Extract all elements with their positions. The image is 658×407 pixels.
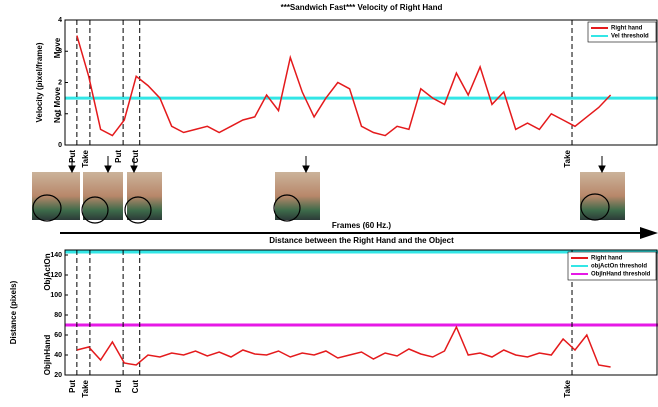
event-label: Put bbox=[114, 380, 123, 393]
y-tick-label: 140 bbox=[50, 252, 62, 259]
y-tick-label: 100 bbox=[50, 292, 62, 299]
y-tick-label: 2 bbox=[58, 79, 62, 86]
y-tick-label: 3 bbox=[58, 48, 62, 55]
event-label: Take bbox=[81, 379, 90, 397]
frame-arrow-head bbox=[131, 166, 137, 172]
y-axis-label: Distance (pixels) bbox=[9, 280, 18, 344]
legend-label: Vel threshold bbox=[611, 34, 649, 40]
event-label: Take bbox=[81, 149, 90, 167]
event-label: Put bbox=[68, 380, 77, 393]
frame-image bbox=[32, 172, 80, 220]
event-label: Cut bbox=[131, 380, 140, 394]
x-axis-label: Frames (60 Hz.) bbox=[332, 221, 391, 230]
event-label: Put bbox=[114, 150, 123, 163]
frame-arrow-head bbox=[599, 166, 605, 172]
y-tick-label: 80 bbox=[54, 312, 62, 319]
y-tick-label: 0 bbox=[58, 142, 62, 149]
region-label: ObjInHand bbox=[43, 335, 52, 376]
chart-title: ***Sandwich Fast*** Velocity of Right Ha… bbox=[281, 3, 443, 12]
y-tick-label: 60 bbox=[54, 332, 62, 339]
y-tick-label: 4 bbox=[58, 17, 62, 24]
data-line bbox=[77, 327, 611, 367]
y-axis-label: Velocity (pixel/frame) bbox=[35, 42, 44, 122]
chart-title: Distance between the Right Hand and the … bbox=[269, 236, 454, 245]
frame-arrow-head bbox=[69, 166, 75, 172]
y-tick-label: 1 bbox=[58, 111, 62, 118]
frame-arrow-head bbox=[105, 166, 111, 172]
frame-image bbox=[83, 172, 123, 220]
figure: ***Sandwich Fast*** Velocity of Right Ha… bbox=[0, 0, 658, 407]
data-line bbox=[77, 36, 611, 136]
y-tick-label: 40 bbox=[54, 352, 62, 359]
legend-label: objActOn threshold bbox=[591, 264, 647, 270]
legend-label: Right hand bbox=[591, 256, 623, 262]
event-label: Cut bbox=[131, 150, 140, 164]
event-label: Take bbox=[563, 149, 572, 167]
frame-arrow-head bbox=[303, 166, 309, 172]
legend-label: ObjInHand threshold bbox=[591, 272, 651, 278]
y-tick-label: 20 bbox=[54, 372, 62, 379]
event-label: Put bbox=[68, 150, 77, 163]
legend-label: Right hand bbox=[611, 26, 643, 32]
frame-image bbox=[127, 172, 162, 220]
event-label: Take bbox=[563, 379, 572, 397]
y-tick-label: 120 bbox=[50, 272, 62, 279]
frames-arrow-head bbox=[640, 227, 658, 239]
